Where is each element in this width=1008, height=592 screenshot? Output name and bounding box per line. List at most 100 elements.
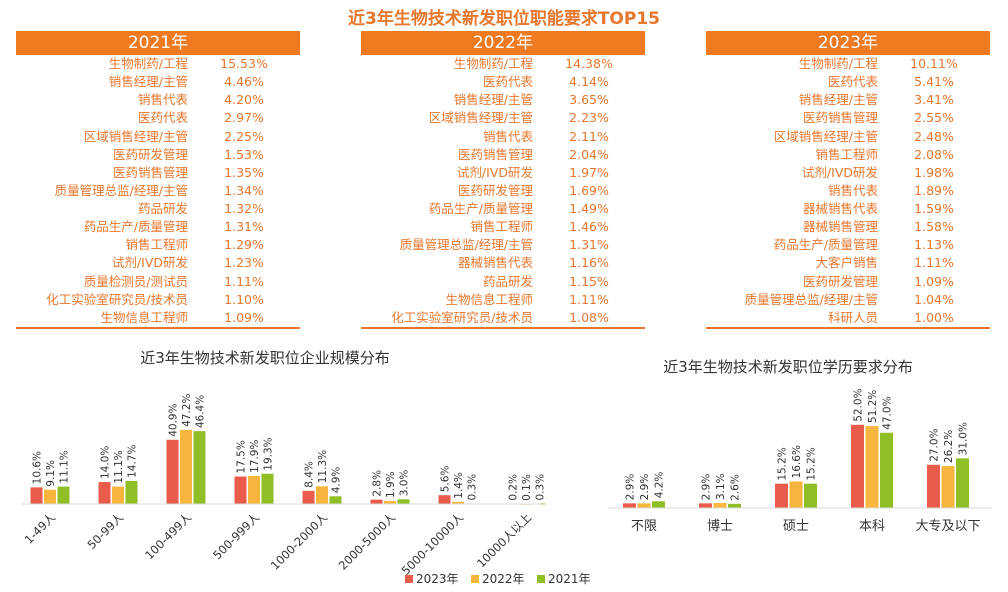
data-label: 19.3% [263, 437, 275, 470]
rank-table-year: 2022年 [361, 31, 645, 55]
rank-percent: 5.41% [914, 74, 954, 90]
x-tick-label: 不限 [631, 519, 657, 534]
rank-row: 医药代表 5.41% [706, 73, 990, 91]
rank-percent: 1.49% [569, 201, 609, 216]
x-tick-labels: 不限 博士 硕士 本科 大专及以下 [631, 519, 981, 534]
chart-title: 近3年生物技术新发职位企业规模分布 [140, 349, 390, 367]
x-tick-label: 博士 [707, 519, 733, 534]
rank-role: 销售经理/主管 [453, 92, 533, 108]
rank-row: 医药销售管理 2.04% [361, 146, 645, 164]
data-label: 3.0% [399, 470, 411, 497]
bar [112, 486, 124, 504]
bar [637, 503, 651, 508]
rank-role: 大客户销售 [815, 255, 878, 271]
rank-row: 区域销售经理/主管 2.25% [16, 128, 300, 146]
bar [927, 464, 940, 508]
bar [370, 499, 383, 504]
rank-percent: 2.48% [914, 128, 954, 144]
rank-role: 药品研发 [482, 273, 533, 289]
rank-row: 器械销售代表 1.59% [706, 200, 990, 218]
rank-row: 医药销售管理 1.35% [16, 164, 300, 182]
rank-percent: 15.53% [220, 56, 268, 71]
bar [941, 466, 955, 508]
data-label: 2.6% [730, 474, 742, 501]
rank-role: 生物制药/工程 [453, 56, 533, 71]
rank-role: 区域销售经理/主管 [773, 128, 878, 144]
rank-role: 医药代表 [482, 74, 533, 90]
rank-table-year: 2023年 [706, 31, 990, 55]
rank-percent: 1.34% [224, 182, 264, 198]
data-label: 15.2% [806, 447, 818, 480]
rank-row: 医药代表 2.97% [16, 109, 300, 127]
rank-table-year: 2021年 [16, 31, 300, 55]
legend-swatch [537, 575, 545, 583]
bar [865, 426, 879, 508]
rank-row: 药品生产/质量管理 1.49% [361, 200, 645, 218]
rank-percent: 1.89% [914, 182, 954, 198]
data-label: 47.2% [181, 394, 193, 427]
data-label: 10.6% [32, 451, 44, 484]
rank-role: 销售代表 [482, 128, 533, 144]
x-tick-label: 1000-2000人 [268, 510, 331, 573]
rank-role: 销售代表 [137, 92, 188, 108]
data-label: 17.5% [236, 440, 248, 473]
chart-title: 近3年生物技术新发职位学历要求分布 [663, 358, 913, 376]
data-label: 15.2% [777, 447, 789, 480]
rank-row: 销售经理/主管 3.41% [706, 91, 990, 109]
legend-label: 2023年 [416, 572, 459, 586]
rank-role: 医药研发管理 [112, 146, 188, 162]
rank-role: 医药销售管理 [112, 164, 188, 180]
data-label: 27.0% [929, 428, 941, 461]
bar [30, 487, 43, 504]
rank-row: 医药研发管理 1.09% [706, 273, 990, 291]
data-label: 14.7% [127, 445, 139, 478]
data-label: 1.4% [453, 472, 465, 499]
rank-role: 医药研发管理 [457, 182, 533, 198]
rank-percent: 3.41% [914, 92, 954, 108]
data-label: 2.9% [625, 474, 637, 501]
data-label: 0.3% [467, 474, 479, 501]
bar [397, 499, 410, 504]
data-label: 31.0% [958, 422, 970, 455]
rank-percent: 14.38% [565, 56, 613, 71]
rank-percent: 1.29% [224, 237, 264, 253]
rank-role: 器械销售管理 [802, 219, 878, 235]
rank-row: 销售经理/主管 3.65% [361, 91, 645, 109]
data-label: 5.6% [440, 466, 452, 493]
rank-row: 医药代表 4.14% [361, 73, 645, 91]
rank-percent: 1.11% [569, 291, 609, 307]
rank-row: 器械销售管理 1.58% [706, 218, 990, 236]
rank-percent: 1.59% [914, 201, 954, 216]
x-tick-label: 1-49人 [22, 510, 59, 547]
rank-table-rows: 生物制药/工程 10.11% 医药代表 5.41% 销售经理/主管 3.41% 医药销售管理… [706, 55, 990, 327]
rank-row: 质量管理总监/经理/主管 1.04% [706, 291, 990, 309]
rank-percent: 1.32% [224, 201, 264, 216]
bar [699, 503, 712, 508]
x-tick-label: 50-99人 [84, 510, 126, 552]
rank-percent: 1.08% [569, 309, 609, 325]
rank-row: 医药销售管理 2.55% [706, 109, 990, 127]
rank-percent: 2.23% [569, 110, 609, 126]
x-tick-label: 5000-10000人 [399, 510, 467, 578]
data-label: 26.2% [943, 430, 955, 463]
data-label: 14.0% [100, 446, 112, 479]
rank-role: 化工实验室研究员/技术员 [391, 309, 533, 325]
rank-percent: 1.97% [569, 164, 609, 180]
data-label: 51.2% [867, 390, 879, 423]
rank-role: 区域销售经理/主管 [428, 110, 533, 126]
rank-percent: 1.23% [224, 255, 264, 271]
bar [804, 483, 817, 508]
rank-role: 医药销售管理 [802, 110, 878, 126]
bar [329, 496, 342, 504]
rank-row: 大客户销售 1.11% [706, 254, 990, 272]
bar [44, 489, 56, 504]
rank-row: 质量管理总监/经理/主管 1.34% [16, 182, 300, 200]
rank-row: 试剂/IVD研发 1.23% [16, 254, 300, 272]
rank-percent: 1.46% [569, 219, 609, 235]
rank-row: 生物信息工程师 1.11% [361, 291, 645, 309]
bar [261, 473, 274, 504]
rank-role: 销售工程师 [815, 146, 878, 162]
bar [180, 429, 192, 504]
bar [57, 486, 70, 504]
data-label: 16.6% [791, 445, 803, 478]
